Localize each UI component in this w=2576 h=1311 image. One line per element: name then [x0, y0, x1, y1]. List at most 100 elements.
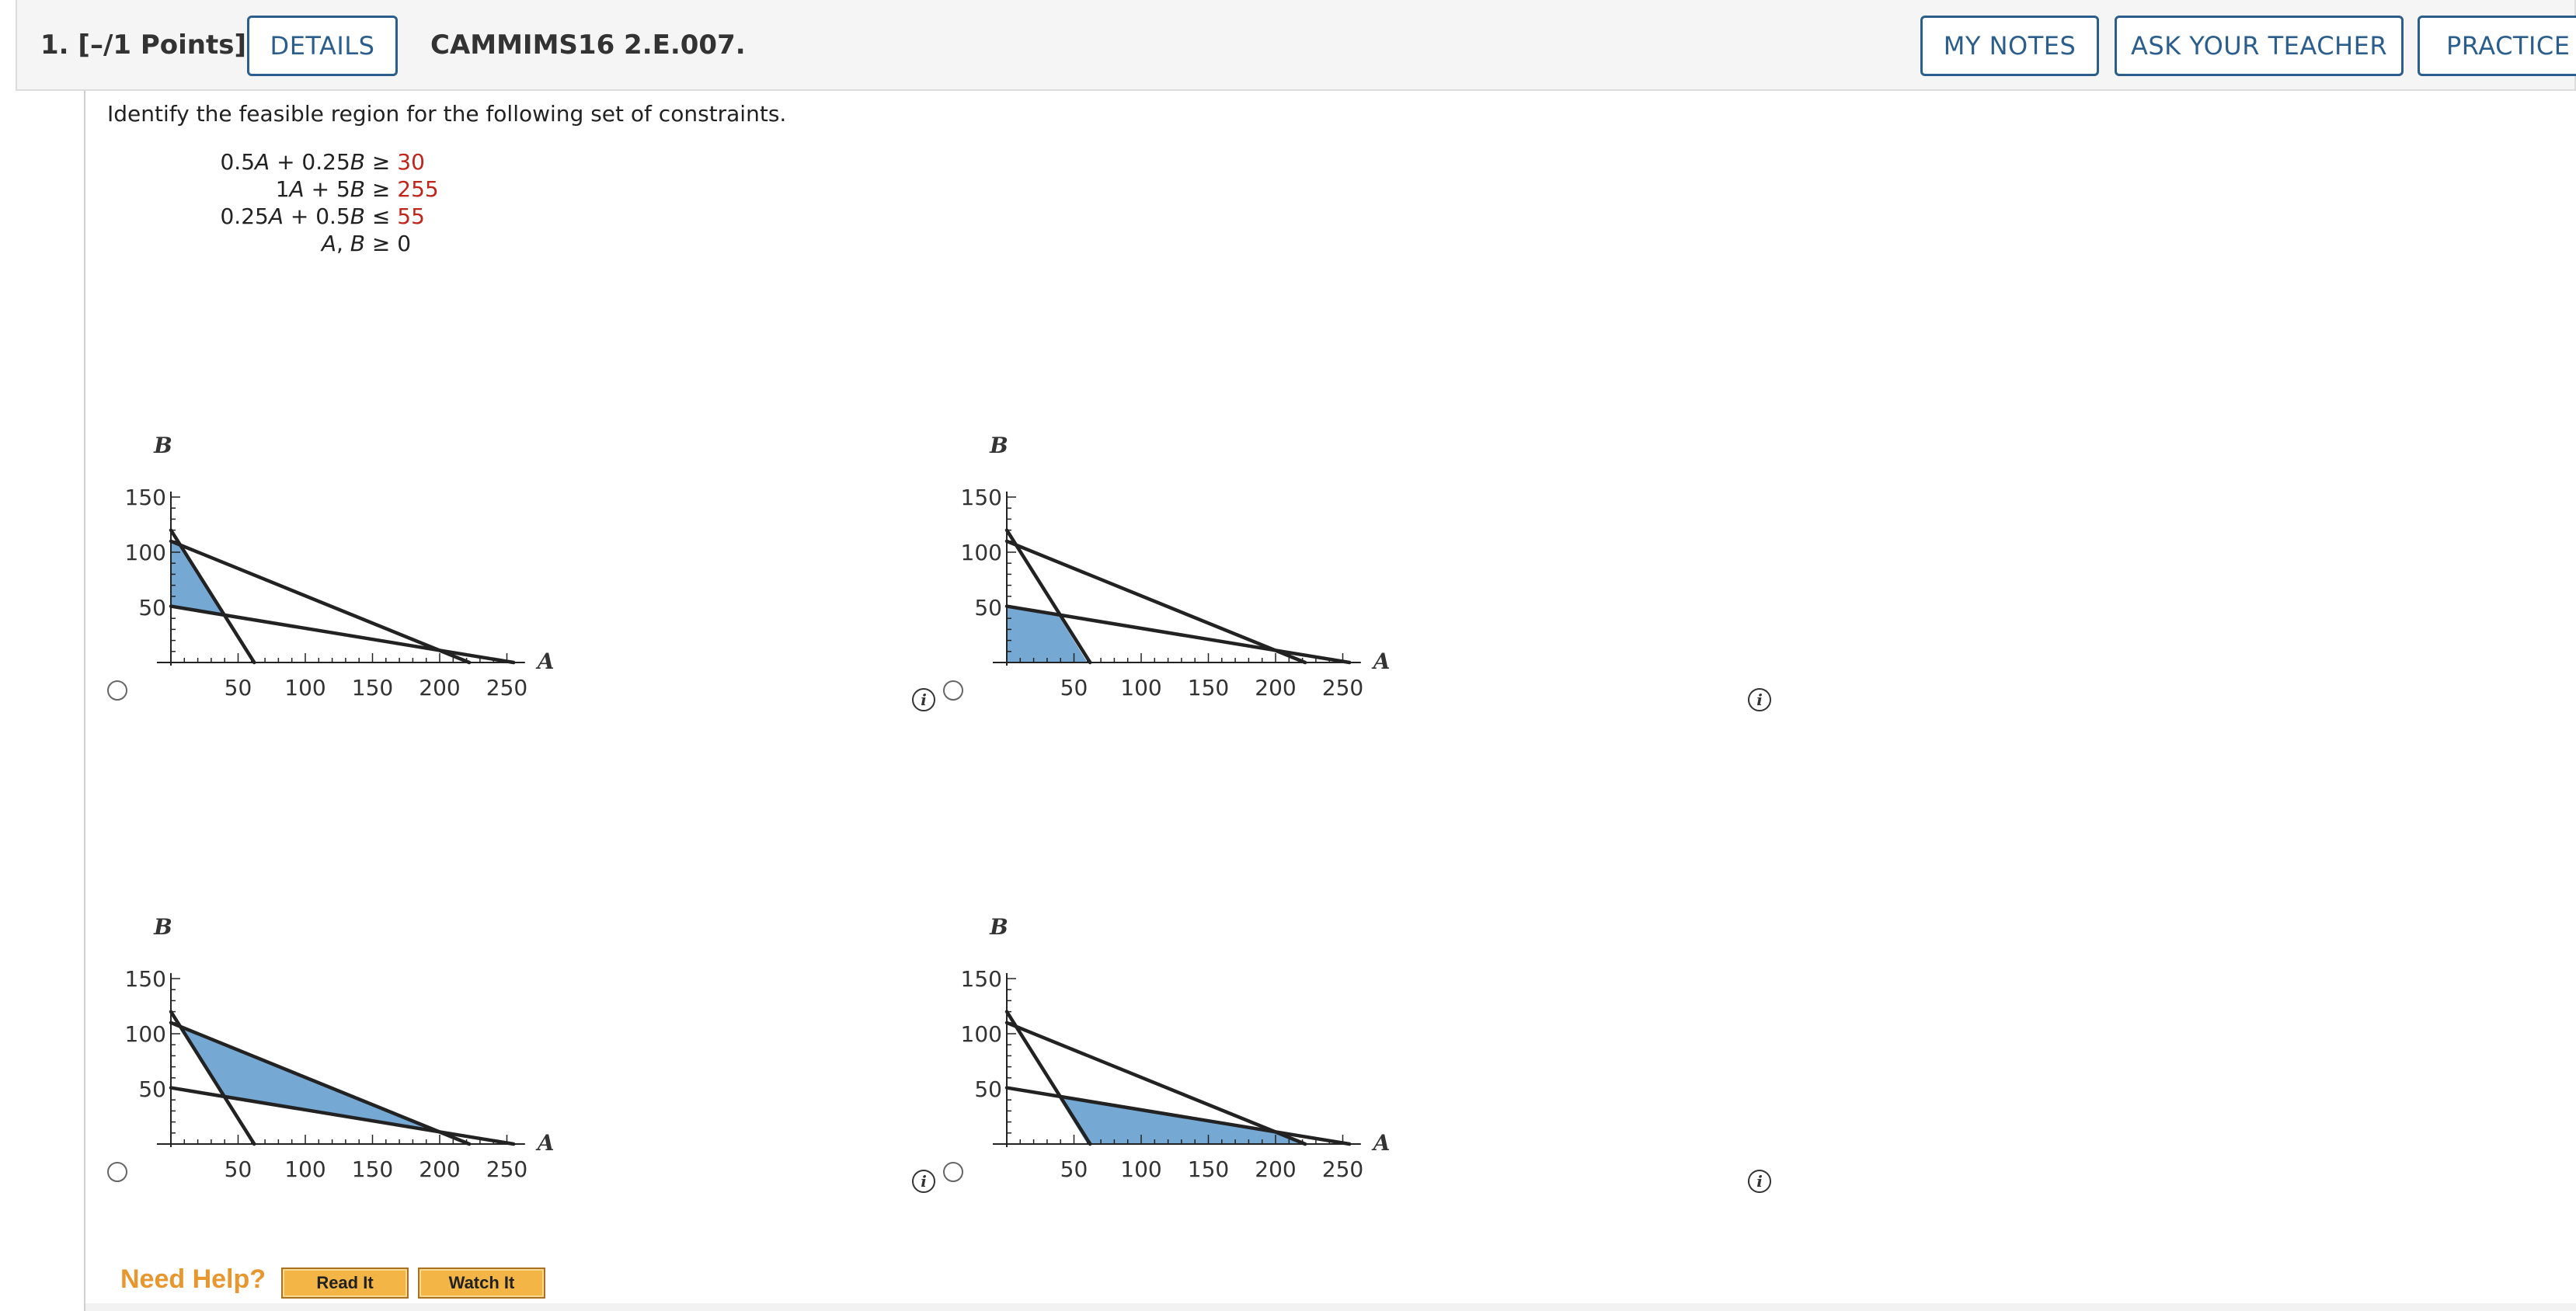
- y-axis-name: B: [989, 914, 1008, 940]
- constraint-rhs: 30: [397, 149, 425, 175]
- y-tick-label: 150: [961, 485, 1002, 510]
- constraint-line: [169, 528, 256, 665]
- constraint-coef: + 0.5: [283, 203, 350, 229]
- my-notes-button[interactable]: MY NOTES: [1920, 16, 2099, 76]
- constraint-row: 1A + 5B ≥ 255: [276, 176, 439, 202]
- constraint-line: [1004, 539, 1307, 665]
- ask-your-teacher-button[interactable]: ASK YOUR TEACHER: [2115, 16, 2404, 76]
- x-axis-name: A: [1371, 649, 1391, 674]
- constraint-row: 0.5A + 0.25B ≥ 30: [220, 149, 424, 175]
- y-tick-label: 150: [961, 966, 1002, 992]
- x-tick-label: 50: [225, 675, 252, 701]
- y-tick-label: 100: [961, 1021, 1002, 1047]
- constraint-line: [1004, 604, 1352, 665]
- x-tick-label: 250: [1322, 1156, 1363, 1182]
- need-help-label: Need Help?: [120, 1264, 266, 1294]
- bottom-divider: [85, 1303, 2576, 1311]
- answer-radio-b[interactable]: [943, 680, 963, 701]
- feasible-region-graph-a: 50 100 150 200 250 50 100 150 A B: [125, 433, 555, 701]
- points-label: [–/1 Points]: [78, 30, 247, 61]
- constraint-lhs: A, B: [322, 231, 365, 256]
- details-button[interactable]: DETAILS: [247, 16, 398, 76]
- feasible-region-graph-d: 50 100 150 200 250 50 100 150 A B: [961, 914, 1391, 1182]
- y-tick-label: 150: [125, 966, 166, 992]
- question-number-text: 1.: [40, 30, 69, 61]
- constraint-operator: ≤: [365, 203, 398, 229]
- x-tick-label: 150: [1188, 675, 1229, 701]
- constraint-row: 0.25A + 0.5B ≤ 55: [220, 203, 424, 229]
- constraint-line: [169, 1086, 516, 1146]
- y-tick-label: 100: [125, 1021, 166, 1047]
- constraint-lhs: 1A + 5B: [276, 176, 365, 202]
- constraint-line: [169, 604, 516, 665]
- x-tick-label: 250: [1322, 675, 1363, 701]
- x-axis-name: A: [1371, 1130, 1391, 1156]
- constraint-operator: ≥: [365, 149, 398, 175]
- constraint-coef: 0.25: [220, 203, 269, 229]
- x-tick-label: 200: [1255, 675, 1296, 701]
- constraint-line: [1004, 528, 1092, 665]
- constraint-rhs: 255: [397, 176, 439, 202]
- practice-another-button[interactable]: PRACTICE ANOTHER: [2418, 16, 2576, 76]
- x-tick-label: 150: [352, 675, 393, 701]
- x-tick-label: 250: [486, 675, 527, 701]
- question-prompt: Identify the feasible region for the fol…: [107, 101, 787, 127]
- info-icon[interactable]: i: [912, 688, 935, 711]
- answer-radio-a[interactable]: [107, 680, 127, 701]
- constraint-coef: + 5: [304, 176, 350, 202]
- y-tick-label: 100: [961, 540, 1002, 565]
- x-tick-label: 150: [1188, 1156, 1229, 1182]
- y-tick-label: 50: [138, 1076, 166, 1102]
- constraint-rhs: 0: [397, 231, 412, 256]
- x-axis-name: A: [535, 1130, 555, 1156]
- y-tick-label: 50: [138, 595, 166, 621]
- x-tick-label: 100: [1120, 675, 1161, 701]
- constraint-coef: 0.5: [220, 149, 256, 175]
- x-tick-label: 200: [419, 675, 460, 701]
- constraint-var: A: [268, 203, 284, 229]
- y-tick-label: 50: [974, 595, 1002, 621]
- constraint-coef: + 0.25: [270, 149, 350, 175]
- constraint-lhs: 0.25A + 0.5B: [220, 203, 365, 229]
- info-icon[interactable]: i: [1748, 1170, 1771, 1193]
- feasible-region-graph-b: 50 100 150 200 250 50 100 150 A B: [961, 433, 1391, 701]
- question-number: 1. [–/1 Points]: [40, 30, 246, 61]
- constraint-var: B: [350, 176, 365, 202]
- question-code: CAMMIMS16 2.E.007.: [430, 30, 746, 61]
- constraint-operator: ≥: [365, 176, 398, 202]
- feasible-region: [171, 540, 222, 615]
- y-tick-label: 150: [125, 485, 166, 510]
- y-axis-name: B: [989, 433, 1008, 458]
- x-tick-label: 150: [352, 1156, 393, 1182]
- y-tick-label: 100: [125, 540, 166, 565]
- constraint-var: A: [321, 231, 336, 256]
- constraint-operator: ≥: [365, 231, 398, 256]
- constraint-var: B: [350, 149, 365, 175]
- y-axis-name: B: [153, 914, 172, 940]
- answer-radio-d[interactable]: [943, 1162, 963, 1182]
- x-tick-label: 200: [419, 1156, 460, 1182]
- watch-it-button[interactable]: Watch It: [418, 1268, 545, 1299]
- x-tick-label: 250: [486, 1156, 527, 1182]
- read-it-button[interactable]: Read It: [281, 1268, 409, 1299]
- constraint-line: [169, 1021, 472, 1146]
- answer-radio-c[interactable]: [107, 1162, 127, 1182]
- info-icon[interactable]: i: [1748, 688, 1771, 711]
- constraint-line: [1004, 1010, 1092, 1146]
- x-tick-label: 100: [1120, 1156, 1161, 1182]
- constraint-line: [1004, 1021, 1307, 1146]
- constraint-var: A: [255, 149, 270, 175]
- x-tick-label: 200: [1255, 1156, 1296, 1182]
- info-icon[interactable]: i: [912, 1170, 935, 1193]
- x-tick-label: 50: [225, 1156, 252, 1182]
- feasible-region-graph-c: 50 100 150 200 250 50 100 150 A B: [125, 914, 555, 1182]
- constraint-coef: 1: [275, 176, 290, 202]
- constraint-var: B: [350, 203, 365, 229]
- constraint-var: B: [350, 231, 365, 256]
- x-tick-label: 100: [284, 1156, 325, 1182]
- feasible-region: [1057, 1096, 1303, 1144]
- question-left-rule: [84, 91, 85, 1311]
- constraint-lhs: 0.5A + 0.25B: [220, 149, 365, 175]
- x-tick-label: 50: [1060, 675, 1088, 701]
- x-axis-name: A: [535, 649, 555, 674]
